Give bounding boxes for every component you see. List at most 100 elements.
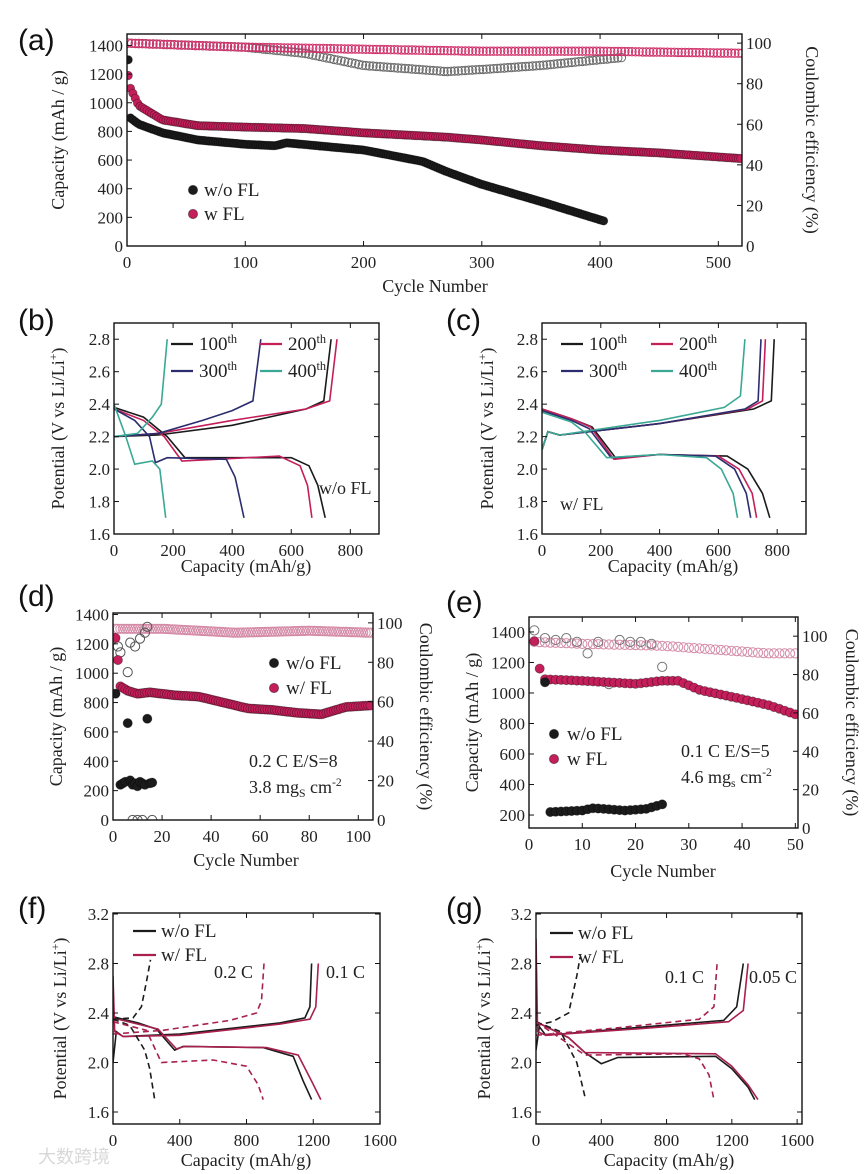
data-point [222, 41, 233, 52]
y2-tick-label: 80 [746, 75, 763, 94]
x-axis-label: Capacity (mAh/g) [181, 556, 311, 577]
data-point [673, 47, 683, 58]
text-span: th [708, 359, 718, 373]
data-point [577, 46, 587, 56]
data-point [421, 65, 431, 75]
data-point [125, 623, 136, 634]
data-point [723, 48, 733, 58]
y-tick-label: 600 [84, 723, 110, 742]
data-point [261, 42, 272, 53]
data-point [339, 56, 350, 67]
data-point [574, 57, 584, 67]
text-span: Potential (V vs Li/Li [50, 950, 71, 1099]
x-tick-label: 200 [351, 253, 377, 272]
data-point [328, 626, 339, 637]
legend-label: w/ FL [286, 678, 332, 699]
data-point [481, 46, 492, 56]
data-point [355, 627, 366, 638]
data-point [588, 46, 598, 56]
data-point [144, 39, 155, 49]
data-point [506, 62, 517, 73]
y-tick-label: 200 [84, 782, 110, 801]
data-point [174, 624, 185, 635]
series-line [114, 339, 332, 438]
legend-label: w FL [204, 204, 245, 225]
y-tick-label: 2.0 [517, 460, 538, 479]
data-point [641, 47, 651, 57]
text-span: 0.1 C [326, 962, 365, 982]
data-point [677, 47, 687, 58]
plot-area [529, 625, 798, 818]
y2-tick-label: 0 [746, 237, 755, 256]
plot-area [542, 339, 775, 519]
y-tick-label: 1.6 [517, 525, 538, 544]
data-point [593, 639, 604, 650]
x-axis-label: Cycle Number [382, 276, 487, 296]
annotation: 0.2 C E/S=8 [249, 751, 338, 771]
data-point [645, 47, 655, 57]
data-point [421, 45, 431, 55]
panel-label: (g) [446, 892, 483, 925]
data-point [283, 43, 293, 53]
data-point [627, 47, 637, 57]
data-point [130, 623, 141, 634]
x-tick-label: 1200 [296, 1131, 330, 1150]
data-point [151, 39, 162, 49]
annotation: 4.6 mgs cm-2 [681, 766, 772, 790]
data-point [428, 65, 438, 76]
data-point [198, 41, 208, 51]
text-span: Potential (V vs Li/Li [48, 360, 69, 509]
x-tick-label: 400 [647, 541, 673, 560]
data-point [719, 48, 729, 58]
text-span: Capacity (mAh / g) [46, 647, 67, 786]
text-span: ) [477, 348, 498, 354]
data-point [418, 65, 428, 75]
y2-tick-label: 20 [377, 772, 394, 791]
data-point [453, 46, 463, 56]
data-point [130, 38, 141, 49]
data-point [226, 42, 236, 52]
text-span: th [228, 359, 238, 373]
data-point [563, 46, 573, 56]
y2-tick-label: 20 [802, 781, 819, 800]
annotation: 0.2 C [214, 962, 253, 982]
data-point [237, 42, 247, 52]
data-point [657, 799, 668, 810]
data-point [371, 61, 382, 72]
data-point [154, 623, 165, 634]
data-point [542, 46, 552, 56]
data-point [731, 646, 742, 657]
data-point [453, 66, 463, 76]
y-tick-label: 800 [84, 694, 110, 713]
x-tick-label: 30 [680, 835, 697, 854]
text-span: w/o FL [319, 478, 372, 498]
data-point [286, 43, 297, 53]
data-point [634, 47, 644, 57]
series-line [113, 959, 152, 1020]
text-span: th [708, 332, 718, 346]
data-point [471, 65, 481, 75]
legend-label: 400th [679, 359, 718, 382]
data-point [297, 43, 307, 53]
data-point [598, 639, 609, 650]
legend-label: w/o FL [161, 921, 216, 942]
data-point [215, 41, 226, 51]
x-tick-label: 1600 [363, 1131, 397, 1150]
data-point [166, 39, 176, 50]
x-tick-label: 20 [627, 835, 644, 854]
data-point [301, 625, 312, 636]
data-point [407, 64, 417, 74]
data-point [657, 640, 668, 651]
data-point [736, 153, 742, 164]
series-line [114, 403, 167, 518]
data-point [313, 626, 325, 637]
data-point [556, 58, 566, 69]
data-point [652, 47, 662, 57]
data-point [540, 677, 551, 688]
y-tick-label: 1000 [89, 94, 123, 113]
x-tick-label: 0 [538, 541, 547, 560]
text-span: w/ FL [161, 945, 207, 966]
data-point [457, 46, 467, 56]
data-point [179, 624, 190, 636]
y-tick-label: 1.8 [89, 493, 110, 512]
